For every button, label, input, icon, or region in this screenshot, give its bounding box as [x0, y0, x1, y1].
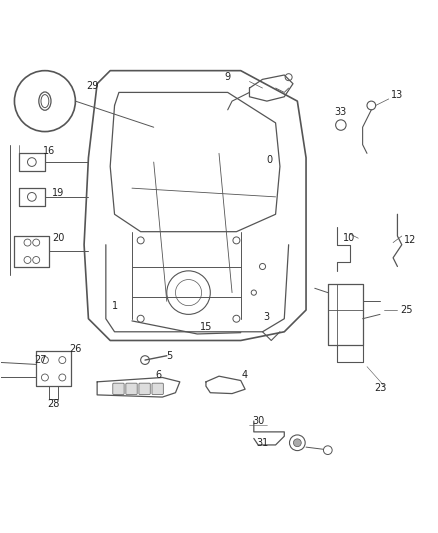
Circle shape [367, 101, 376, 110]
Circle shape [33, 256, 40, 263]
Circle shape [59, 357, 66, 364]
Text: 20: 20 [52, 233, 64, 243]
Text: 16: 16 [43, 146, 55, 156]
FancyBboxPatch shape [152, 383, 163, 394]
Text: 10: 10 [343, 233, 356, 243]
Text: 19: 19 [52, 188, 64, 198]
Circle shape [290, 435, 305, 450]
Circle shape [233, 315, 240, 322]
Text: 13: 13 [391, 90, 403, 100]
Circle shape [259, 263, 265, 270]
Circle shape [28, 192, 36, 201]
Text: 3: 3 [264, 312, 270, 321]
Text: 30: 30 [252, 416, 264, 426]
Circle shape [336, 120, 346, 130]
Circle shape [285, 74, 292, 80]
Text: 31: 31 [256, 438, 268, 448]
Circle shape [59, 374, 66, 381]
Circle shape [33, 239, 40, 246]
Text: 4: 4 [242, 370, 248, 381]
FancyBboxPatch shape [113, 383, 124, 394]
Text: 25: 25 [400, 305, 413, 315]
Circle shape [251, 290, 256, 295]
Text: 29: 29 [87, 81, 99, 91]
Circle shape [42, 374, 48, 381]
Circle shape [24, 239, 31, 246]
Text: 5: 5 [166, 351, 172, 361]
Text: 9: 9 [225, 72, 231, 82]
Text: 12: 12 [404, 236, 417, 245]
Circle shape [323, 446, 332, 455]
Circle shape [28, 158, 36, 166]
Text: 33: 33 [335, 107, 347, 117]
Text: 23: 23 [374, 383, 386, 393]
Text: 6: 6 [155, 370, 161, 381]
Circle shape [141, 356, 149, 365]
Text: 26: 26 [69, 344, 81, 354]
FancyBboxPatch shape [126, 383, 137, 394]
Circle shape [137, 315, 144, 322]
Text: 15: 15 [200, 322, 212, 333]
Circle shape [24, 256, 31, 263]
Text: 27: 27 [34, 355, 47, 365]
Circle shape [293, 439, 301, 447]
Text: 1: 1 [112, 301, 118, 311]
Text: 0: 0 [266, 155, 272, 165]
Circle shape [137, 237, 144, 244]
Circle shape [42, 357, 48, 364]
FancyBboxPatch shape [139, 383, 150, 394]
Text: 28: 28 [47, 399, 60, 409]
Circle shape [233, 237, 240, 244]
